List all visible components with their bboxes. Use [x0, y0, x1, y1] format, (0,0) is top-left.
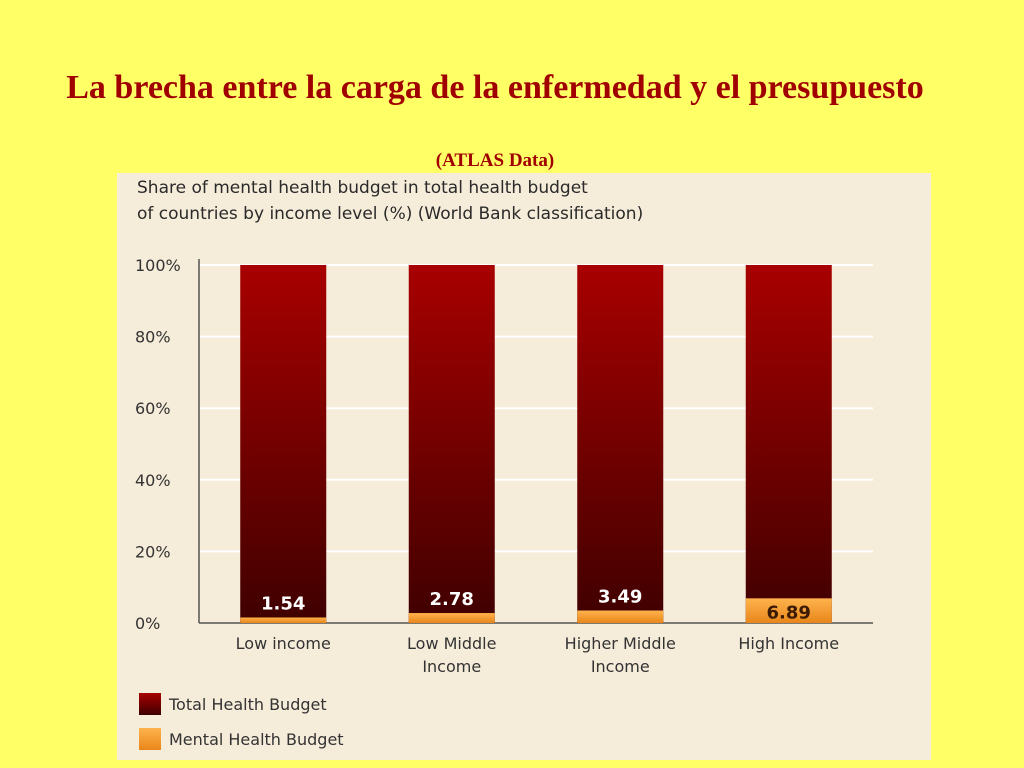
y-tick-label: 40%	[135, 471, 171, 490]
y-tick-label: 60%	[135, 399, 171, 418]
bar-mental-health-budget	[577, 610, 664, 623]
chart-panel: Share of mental health budget in total h…	[117, 173, 931, 760]
chart-title-line-2: of countries by income level (%) (World …	[137, 204, 644, 224]
data-label: 6.89	[767, 602, 811, 623]
x-category-label: Low Middle	[407, 634, 496, 653]
y-tick-label: 100%	[135, 256, 181, 275]
x-category-label: Income	[422, 657, 481, 676]
bar-mental-health-budget	[745, 598, 832, 623]
slide-subtitle: (ATLAS Data)	[435, 150, 555, 171]
bar-total-health-budget	[240, 265, 327, 623]
bar-total-health-budget	[408, 265, 495, 623]
bar-total-health-budget	[745, 265, 832, 623]
slide-title: La brecha entre la carga de la enfermeda…	[66, 69, 924, 106]
bar-mental-health-budget	[408, 613, 495, 623]
x-category-label: Higher Middle	[565, 634, 676, 653]
bar-total-health-budget	[577, 265, 664, 623]
legend-swatch	[139, 728, 161, 750]
bar-chart: 0% 20% 40% 60% 80% 100% 1.54 Low income 2.78 Low …	[135, 256, 873, 750]
legend-label: Mental Health Budget	[169, 730, 344, 749]
x-category-label: High Income	[738, 634, 839, 653]
legend-label: Total Health Budget	[168, 695, 327, 714]
y-tick-label: 20%	[135, 542, 171, 561]
chart-title-line-1: Share of mental health budget in total h…	[137, 178, 588, 198]
x-category-label: Low income	[236, 634, 331, 653]
legend-swatch	[139, 693, 161, 715]
data-label: 3.49	[598, 587, 642, 608]
chart-title: Share of mental health budget in total h…	[137, 175, 643, 227]
x-category-label: Income	[591, 657, 650, 676]
y-tick-label: 80%	[135, 328, 171, 347]
data-label: 2.78	[430, 589, 474, 610]
y-tick-label: 0%	[135, 614, 160, 633]
data-label: 1.54	[261, 593, 305, 614]
bar-mental-health-budget	[240, 617, 327, 623]
